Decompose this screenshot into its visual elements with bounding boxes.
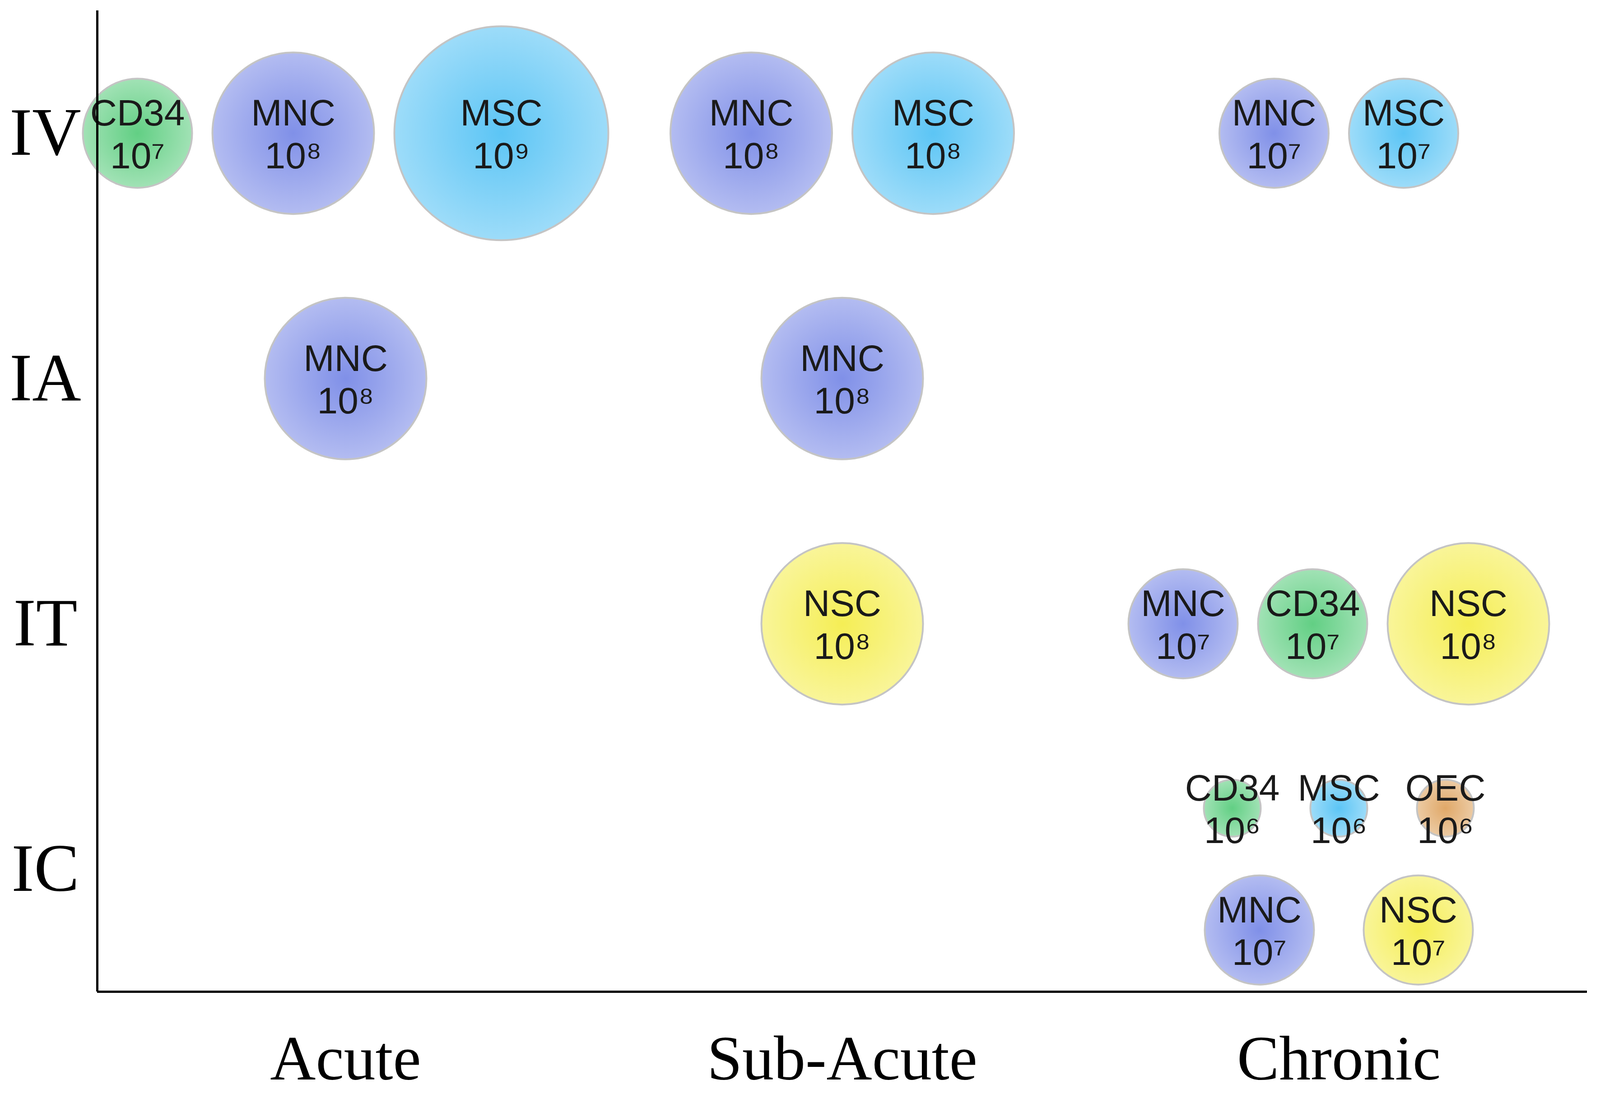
svg-text:MSC10⁹: MSC10⁹ bbox=[460, 92, 543, 176]
svg-text:NSC10⁷: NSC10⁷ bbox=[1379, 889, 1458, 973]
svg-text:CD3410⁷: CD3410⁷ bbox=[90, 92, 186, 176]
svg-text:IT: IT bbox=[13, 585, 78, 661]
svg-text:Chronic: Chronic bbox=[1237, 1023, 1441, 1094]
svg-text:NSC10⁸: NSC10⁸ bbox=[1429, 582, 1508, 667]
svg-text:Acute: Acute bbox=[269, 1023, 421, 1094]
svg-text:MSC10⁷: MSC10⁷ bbox=[1362, 92, 1445, 176]
svg-text:MSC10⁸: MSC10⁸ bbox=[892, 92, 975, 176]
svg-text:IA: IA bbox=[9, 339, 81, 415]
svg-text:MNC10⁸: MNC10⁸ bbox=[709, 92, 794, 176]
svg-text:IC: IC bbox=[11, 830, 80, 906]
svg-text:Sub-Acute: Sub-Acute bbox=[706, 1023, 978, 1094]
svg-text:MNC10⁸: MNC10⁸ bbox=[800, 337, 885, 422]
svg-text:NSC10⁸: NSC10⁸ bbox=[803, 582, 882, 667]
svg-text:MNC10⁷: MNC10⁷ bbox=[1217, 889, 1302, 973]
svg-text:OEC10⁶: OEC10⁶ bbox=[1405, 767, 1486, 852]
svg-text:MNC10⁸: MNC10⁸ bbox=[303, 337, 388, 422]
svg-text:MNC10⁸: MNC10⁸ bbox=[251, 92, 336, 176]
svg-text:MNC10⁷: MNC10⁷ bbox=[1232, 92, 1317, 176]
svg-text:MSC10⁶: MSC10⁶ bbox=[1297, 767, 1380, 852]
svg-text:CD3410⁷: CD3410⁷ bbox=[1265, 582, 1361, 667]
svg-text:IV: IV bbox=[9, 94, 81, 170]
svg-text:MNC10⁷: MNC10⁷ bbox=[1140, 582, 1226, 667]
svg-text:CD3410⁶: CD3410⁶ bbox=[1185, 767, 1280, 852]
